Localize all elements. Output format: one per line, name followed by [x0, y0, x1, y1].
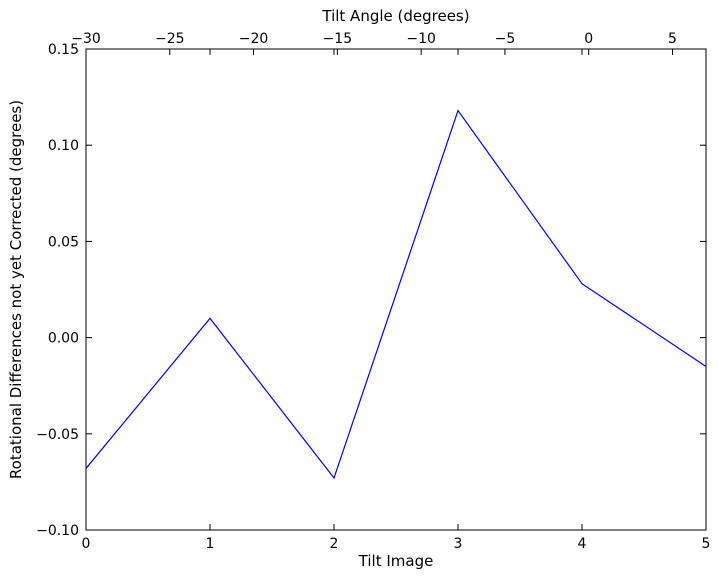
x-tick-label: 0	[82, 536, 91, 552]
x-tick-label: 4	[578, 536, 587, 552]
y-axis-title: Rotational Differences not yet Corrected…	[7, 100, 25, 479]
plot-frame	[85, 48, 707, 531]
series-line-0	[85, 109, 707, 480]
top-x-tick-label: −20	[239, 31, 269, 47]
y-tick-label: −0.10	[36, 523, 79, 539]
y-tick-label: 0.10	[48, 138, 79, 154]
x-tick-label: 1	[206, 536, 215, 552]
x-tick-label: 5	[702, 536, 711, 552]
top-x-tick-label: −15	[323, 31, 353, 47]
y-tick-label: 0.05	[48, 234, 79, 250]
top-x-tick-label: 5	[668, 31, 677, 47]
y-tick-label: 0.15	[48, 42, 79, 58]
y-tick-label: −0.05	[36, 427, 79, 443]
ticks	[85, 48, 707, 531]
top-x-tick-label: −25	[155, 31, 185, 47]
tick-labels: 0 1 2 3 4 5 −30 −25 −20 −15 −10 −5 0 5 −0.10 −0.05 0.00 0…	[36, 31, 710, 552]
x-axis-title: Tilt Image	[358, 552, 434, 570]
x-tick-label: 3	[454, 536, 463, 552]
top-axis-title: Tilt Angle (degrees)	[321, 7, 469, 25]
top-x-tick-label: −30	[71, 31, 101, 47]
top-x-tick-label: −5	[495, 31, 516, 47]
series-layer	[85, 109, 707, 480]
top-x-tick-label: −10	[406, 31, 436, 47]
top-x-tick-label: 0	[584, 31, 593, 47]
y-tick-label: 0.00	[48, 331, 79, 347]
x-tick-label: 2	[330, 536, 339, 552]
